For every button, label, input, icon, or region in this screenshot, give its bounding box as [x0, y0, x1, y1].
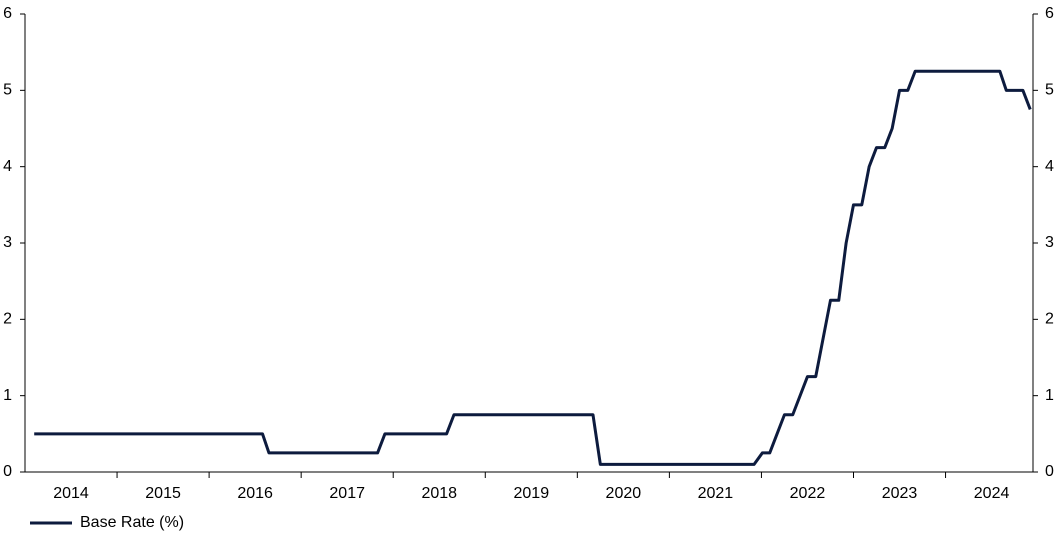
y2-tick-label: 0: [1045, 463, 1054, 480]
legend-label: Base Rate (%): [80, 514, 184, 531]
x-tick-label: 2023: [882, 485, 918, 502]
x-tick-label: 2024: [974, 485, 1010, 502]
x-tick-label: 2020: [606, 485, 642, 502]
y2-tick-label: 3: [1045, 234, 1054, 251]
y-tick-label: 0: [3, 463, 12, 480]
x-tick-label: 2019: [514, 485, 550, 502]
y-tick-label: 2: [3, 311, 12, 328]
y-tick-label: 1: [3, 387, 12, 404]
y-tick-label: 3: [3, 234, 12, 251]
y-tick-label: 6: [3, 5, 12, 22]
y-tick-label: 4: [3, 158, 12, 175]
x-tick-label: 2021: [698, 485, 734, 502]
y-tick-label: 5: [3, 82, 12, 99]
y2-tick-label: 1: [1045, 387, 1054, 404]
x-tick-label: 2022: [790, 485, 826, 502]
line-series: [34, 69, 1032, 466]
y2-tick-label: 4: [1045, 158, 1054, 175]
x-tick-label: 2014: [53, 485, 89, 502]
x-tick-label: 2017: [329, 485, 365, 502]
y2-tick-label: 5: [1045, 82, 1054, 99]
x-tick-label: 2016: [237, 485, 273, 502]
x-tick-label: 2015: [145, 485, 181, 502]
y2-tick-label: 2: [1045, 311, 1054, 328]
x-tick-label: 2018: [421, 485, 457, 502]
y2-tick-label: 6: [1045, 5, 1054, 22]
